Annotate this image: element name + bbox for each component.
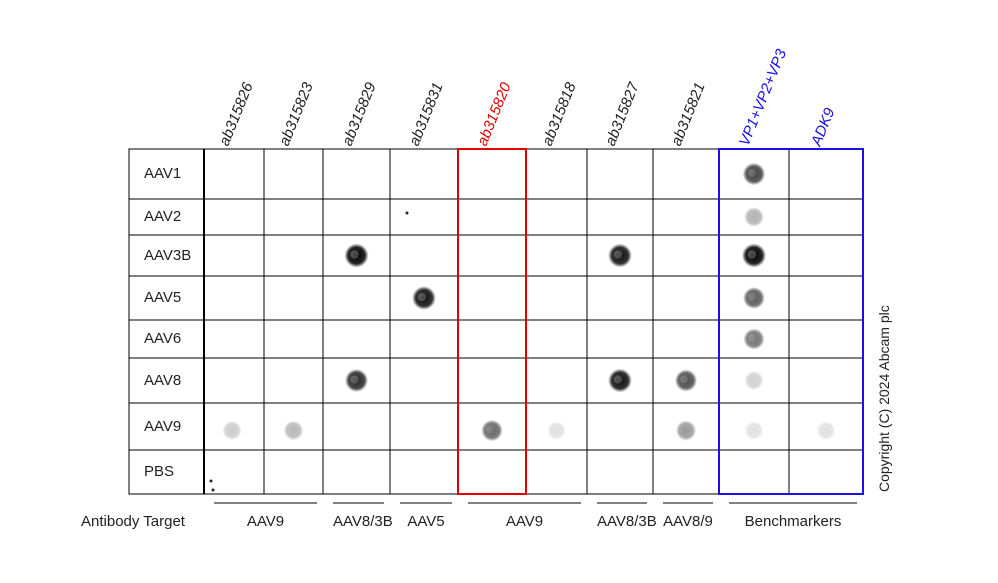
group-label: Benchmarkers [744, 513, 842, 530]
dot-spot [675, 420, 697, 441]
row-label: AAV8 [144, 371, 182, 389]
blot-speck [209, 479, 213, 483]
dot-spot [742, 243, 766, 268]
dot-spot [344, 368, 369, 393]
dot-spot-highlight [486, 425, 494, 434]
dot-spot-highlight [350, 375, 359, 384]
blot-speck [405, 211, 409, 215]
dot-spot [481, 419, 503, 442]
dot-spot-highlight [748, 169, 756, 177]
dot-spot-core [816, 421, 836, 440]
dot-spot [816, 421, 836, 440]
blot-spots [209, 162, 836, 492]
group-label: AAV8/9 [663, 513, 713, 530]
dot-spot [608, 243, 632, 268]
dot-spot-core [344, 243, 369, 268]
copyright-text: Copyright (C) 2024 Abcam plc [876, 305, 892, 492]
dot-spot [222, 420, 242, 441]
row-label: AAV6 [144, 330, 182, 347]
dot-spot-core [675, 420, 697, 441]
dot-spot-core [742, 162, 766, 186]
dot-spot-core [222, 420, 242, 441]
antibody-target-title: Antibody Target [81, 513, 185, 530]
dot-spot-core [742, 243, 766, 268]
highlight-box [718, 148, 864, 495]
row-label: AAV9 [144, 417, 182, 435]
dot-spot [608, 368, 632, 393]
dot-spot [743, 287, 765, 309]
dot-spot-core [743, 328, 765, 350]
dot-spot-core [608, 243, 632, 268]
dot-spot-core [547, 421, 566, 440]
dot-spot-core [344, 368, 369, 393]
grid-outline [128, 148, 864, 495]
group-label: AAV9 [246, 513, 285, 530]
dot-spot-highlight [747, 250, 757, 259]
dot-spot-highlight [613, 250, 623, 259]
dot-spot [412, 286, 436, 310]
dot-spot [744, 370, 764, 391]
dot-spot [742, 162, 766, 186]
dot-spot-core [412, 286, 436, 310]
dot-spot [674, 369, 698, 392]
blot-grid [128, 148, 864, 495]
dot-spot-highlight [748, 293, 756, 301]
row-label: AAV2 [144, 208, 182, 225]
dot-spot-core [744, 370, 764, 391]
dot-spot-highlight [748, 334, 756, 342]
dot-spot-core [283, 420, 304, 441]
row-label: AAV5 [144, 289, 182, 306]
dot-spot-core [608, 368, 632, 393]
dot-spot-core [744, 207, 764, 227]
group-label: AAV8/3B [597, 513, 657, 530]
row-label: AAV1 [144, 165, 182, 182]
row-label: AAV3B [144, 246, 192, 264]
highlight-boxes [457, 148, 864, 495]
dot-spot [744, 207, 764, 227]
group-label: AAV5 [407, 513, 445, 530]
group-label: AAV9 [505, 513, 544, 530]
dot-spot-highlight [417, 292, 427, 302]
dot-spot-core [743, 287, 765, 309]
blot-speck [211, 488, 215, 492]
dot-spot [547, 421, 566, 440]
dot-spot-core [674, 369, 698, 392]
dot-spot [344, 243, 369, 268]
dot-spot [744, 421, 764, 440]
dot-spot-core [744, 421, 764, 440]
dot-spot-highlight [350, 250, 359, 259]
row-label: PBS [144, 463, 175, 480]
dot-spot-core [481, 419, 503, 442]
dot-spot-highlight [613, 375, 623, 384]
dot-spot-highlight [680, 375, 688, 384]
highlight-box [457, 148, 527, 495]
dot-spot [283, 420, 304, 441]
group-label: AAV8/3B [333, 513, 393, 530]
dot-spot [743, 328, 765, 350]
